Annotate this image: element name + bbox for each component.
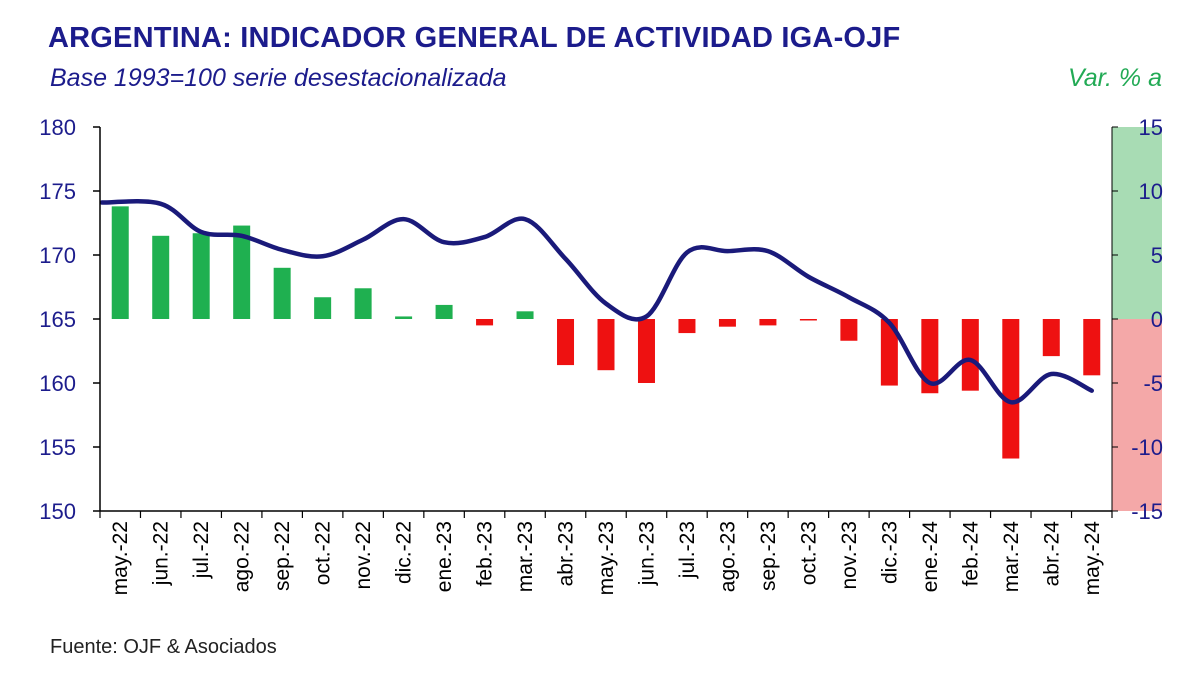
bar-abr.-23 [557,319,575,366]
bar-may.-22 [111,206,129,319]
line-group [99,199,1095,405]
bar-jul.-22 [192,233,210,319]
positive-band [1112,127,1162,319]
left-tick-label: 170 [39,243,76,268]
x-tick-label: jul.-22 [190,521,213,579]
x-tick-label: oct.-22 [312,521,335,585]
bar-nov.-22 [354,288,372,319]
bar-may.-24 [1083,319,1101,376]
bar-dic.-22 [395,316,413,319]
bar-jul.-23 [678,319,696,334]
x-tick-label: feb.-24 [959,521,982,587]
bar-feb.-23 [476,319,494,326]
right-tick-label: 10 [1139,179,1163,204]
right-tick-label: 15 [1139,115,1163,140]
bar-ene.-24 [921,319,939,394]
x-tick-label: nov.-23 [838,521,861,590]
x-tick-label: may.-24 [1081,521,1104,596]
x-tick-label: sep.-23 [757,521,780,591]
bars-group [111,206,1101,459]
chart-subtitle: Base 1993=100 serie desestacionalizada [50,64,507,92]
x-tick-label: may.-23 [595,521,618,595]
bar-ago.-23 [718,319,736,327]
bar-dic.-23 [880,319,898,386]
left-tick-label: 155 [39,435,76,460]
bar-ago.-22 [233,225,251,319]
right-tick-label: 5 [1151,243,1163,268]
right-tick-label: -5 [1143,371,1163,396]
left-tick-label: 175 [39,179,76,204]
bar-oct.-22 [314,297,332,319]
chart-title: ARGENTINA: INDICADOR GENERAL DE ACTIVIDA… [48,22,901,54]
right-axis-ticks: -15 -10 -5 0 5 10 15 [1112,115,1163,524]
x-tick-label: ago.-22 [231,521,254,592]
bar-mar.-24 [1002,319,1020,459]
x-tick-label: ene.-23 [433,521,456,592]
x-tick-label: dic.-22 [393,521,416,584]
left-axis-ticks: 150 155 160 165 170 175 180 [39,115,100,524]
bar-mar.-23 [516,311,534,319]
left-tick-label: 180 [39,115,76,140]
right-tick-label: -15 [1131,499,1163,524]
left-tick-label: 160 [39,371,76,396]
bar-nov.-23 [840,319,858,341]
activity-index-line [99,199,1095,405]
negative-band [1112,319,1162,511]
left-tick-label: 165 [39,307,76,332]
bar-ene.-23 [435,304,453,319]
bar-sep.-23 [759,319,777,326]
bar-feb.-24 [961,319,979,391]
x-tick-label: jun.-23 [635,521,658,586]
right-tick-label: -10 [1131,435,1163,460]
x-tick-label: dic.-23 [878,521,901,584]
left-tick-label: 150 [39,499,76,524]
x-tick-label: abr.-23 [555,521,578,586]
x-tick-label: may.-22 [109,521,132,595]
bar-oct.-23 [799,319,817,321]
x-tick-label: feb.-23 [474,521,497,586]
x-tick-label: jun.-22 [150,521,173,586]
x-tick-label: oct.-23 [797,521,820,585]
bar-sep.-22 [273,267,291,319]
bar-jun.-23 [637,319,655,383]
x-axis-ticks: may.-22 jun.-22 jul.-22 ago.-22 sep.-22 oct.-… [99,511,1113,596]
right-tick-label: 0 [1151,307,1163,332]
x-tick-label: mar.-23 [514,521,537,592]
x-tick-label: nov.-22 [352,521,375,590]
x-tick-label: jul.-23 [676,521,699,579]
bar-abr.-24 [1042,319,1060,357]
x-tick-label: mar.-24 [1000,521,1023,593]
x-tick-label: abr.-24 [1040,521,1063,587]
bar-may.-23 [597,319,615,371]
bar-jun.-22 [152,235,170,319]
x-tick-label: sep.-22 [271,521,294,591]
right-axis-title: Var. % a [1067,64,1162,92]
x-tick-label: ago.-23 [716,521,739,592]
x-tick-label: ene.-24 [919,521,942,593]
source-note: Fuente: OJF & Asociados [50,636,277,658]
